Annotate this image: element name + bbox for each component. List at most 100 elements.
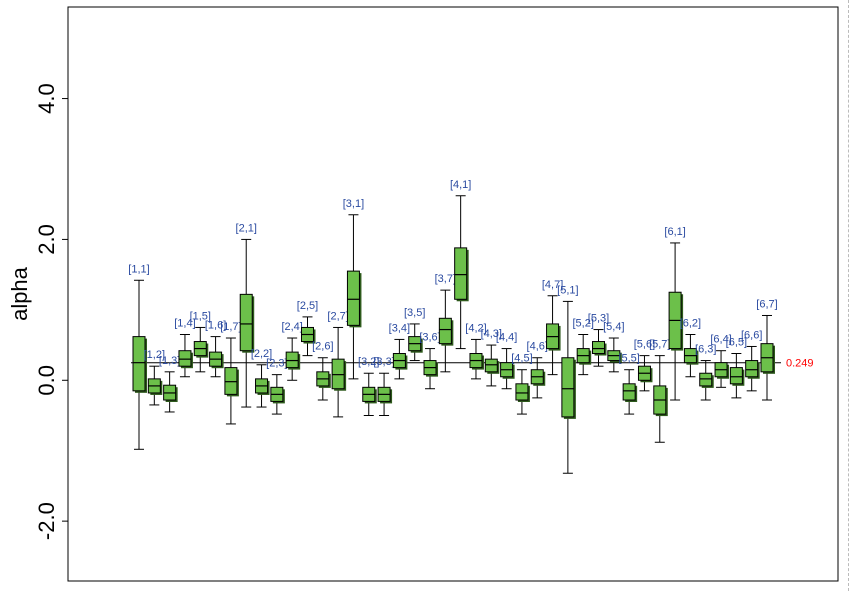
box-label: [1,4]	[174, 317, 195, 329]
box-label: [3,1]	[343, 198, 364, 210]
box-label: [2,6]	[312, 341, 333, 353]
box-2-2: [2,2]	[251, 348, 272, 408]
box-5-4: [5,4]	[603, 321, 625, 373]
box-label: [4,2]	[465, 322, 486, 334]
box-4-2: [4,2]	[465, 322, 487, 380]
box-label: [6,1]	[664, 226, 685, 238]
box-label: [5,3]	[588, 313, 609, 325]
box-label: [4,7]	[542, 279, 563, 291]
box-5-1: [5,1]	[557, 284, 579, 474]
box-1-4: [1,4]	[174, 317, 196, 378]
box-4-7: [4,7]	[542, 279, 563, 376]
box-body	[699, 372, 713, 387]
box-label: [2,4]	[281, 321, 302, 333]
box-6-2: [6,2]	[680, 317, 701, 378]
box-label: [3,7]	[435, 273, 456, 285]
box-1-7: [1,7]	[220, 321, 242, 425]
box-label: [5,6]	[634, 339, 655, 351]
box-label: [2,3]	[266, 358, 287, 370]
box-3-6: [3,6]	[419, 332, 441, 390]
box-label: [5,7]	[649, 339, 670, 351]
box-label: [1,3]	[159, 355, 180, 367]
box-body	[515, 383, 529, 401]
box-5-5: [5,5]	[618, 353, 640, 415]
box-5-6: [5,6]	[634, 339, 655, 392]
box-body	[285, 351, 299, 369]
box-label: [3,6]	[419, 332, 440, 344]
box-3-5: [3,5]	[404, 307, 425, 362]
box-body	[331, 358, 345, 390]
y-axis: -2.0 0.0 2.0 4.0	[34, 83, 68, 540]
box-label: [4,1]	[450, 179, 471, 191]
box-1-1: [1,1]	[128, 263, 150, 450]
box-label: [6,6]	[741, 329, 762, 341]
box-label: [5,4]	[603, 321, 624, 333]
plot-frame	[67, 6, 839, 582]
box-3-1: [3,1]	[343, 198, 364, 380]
box-body	[178, 350, 192, 367]
box-body	[484, 358, 498, 373]
box-body	[454, 247, 468, 300]
box-2-6: [2,6]	[312, 341, 334, 401]
box-6-7: [6,7]	[756, 298, 778, 401]
box-label: [5,5]	[618, 353, 639, 365]
box-5-2: [5,2]	[572, 317, 594, 376]
box-body	[346, 270, 360, 326]
box-6-1: [6,1]	[664, 226, 686, 401]
box-3-2: [3,2]	[358, 356, 379, 416]
box-label: [2,1]	[236, 222, 257, 234]
box-2-5: [2,5]	[297, 300, 318, 357]
box-3-4: [3,4]	[389, 322, 410, 380]
box-label: [6,5]	[726, 337, 747, 349]
box-label: [1,5]	[190, 310, 211, 322]
box-body	[622, 383, 636, 401]
box-label: [5,1]	[557, 284, 578, 296]
y-tick-label: 2.0	[34, 224, 59, 255]
box-label: [4,4]	[496, 332, 517, 344]
box-label: [5,2]	[572, 317, 593, 329]
box-body	[561, 357, 575, 418]
box-body	[438, 317, 452, 345]
box-body	[132, 336, 146, 392]
box-label: [1,7]	[220, 321, 241, 333]
box-body	[224, 367, 238, 395]
box-label: [2,5]	[297, 300, 318, 312]
box-6-4: [6,4]	[710, 334, 732, 388]
side-divider	[848, 0, 849, 591]
box-1-2: [1,2]	[144, 349, 165, 406]
box-label: [3,3]	[373, 356, 394, 368]
box-2-1: [2,1]	[236, 222, 257, 408]
box-4-1: [4,1]	[450, 179, 471, 350]
y-tick-label: 0.0	[34, 365, 59, 396]
box-label: [3,5]	[404, 307, 425, 319]
box-4-5: [4,5]	[511, 353, 533, 415]
box-body	[745, 360, 759, 378]
box-label: [6,4]	[710, 334, 731, 346]
box-body	[239, 293, 253, 352]
box-3-7: [3,7]	[435, 273, 456, 373]
box-body	[729, 367, 743, 385]
box-label: [4,5]	[511, 353, 532, 365]
box-5-7: [5,7]	[649, 339, 670, 443]
box-2-7: [2,7]	[327, 310, 349, 418]
box-label: [1,6]	[205, 320, 226, 332]
y-axis-label: alpha	[7, 266, 32, 321]
box-5-3: [5,3]	[588, 313, 609, 367]
box-label: [3,2]	[358, 356, 379, 368]
box-3-3: [3,3]	[373, 356, 395, 416]
boxes-group: [1,1] [1,2][1,3] [1,4][1,5][1,6][1,7] [2,1]…	[128, 179, 778, 474]
box-label: [4,3]	[481, 328, 502, 340]
box-label: [1,2]	[144, 349, 165, 361]
box-label: [6,7]	[756, 298, 777, 310]
box-label: [1,1]	[128, 263, 149, 275]
box-2-3: [2,3]	[266, 358, 288, 415]
box-label: [3,4]	[389, 322, 410, 334]
box-1-6: [1,6]	[205, 320, 226, 378]
box-4-6: [4,6]	[527, 341, 548, 399]
box-label: [2,2]	[251, 348, 272, 360]
box-label: [4,6]	[527, 341, 548, 353]
box-6-3: [6,3]	[695, 344, 716, 401]
box-4-4: [4,4]	[496, 332, 517, 390]
box-body	[592, 341, 606, 355]
